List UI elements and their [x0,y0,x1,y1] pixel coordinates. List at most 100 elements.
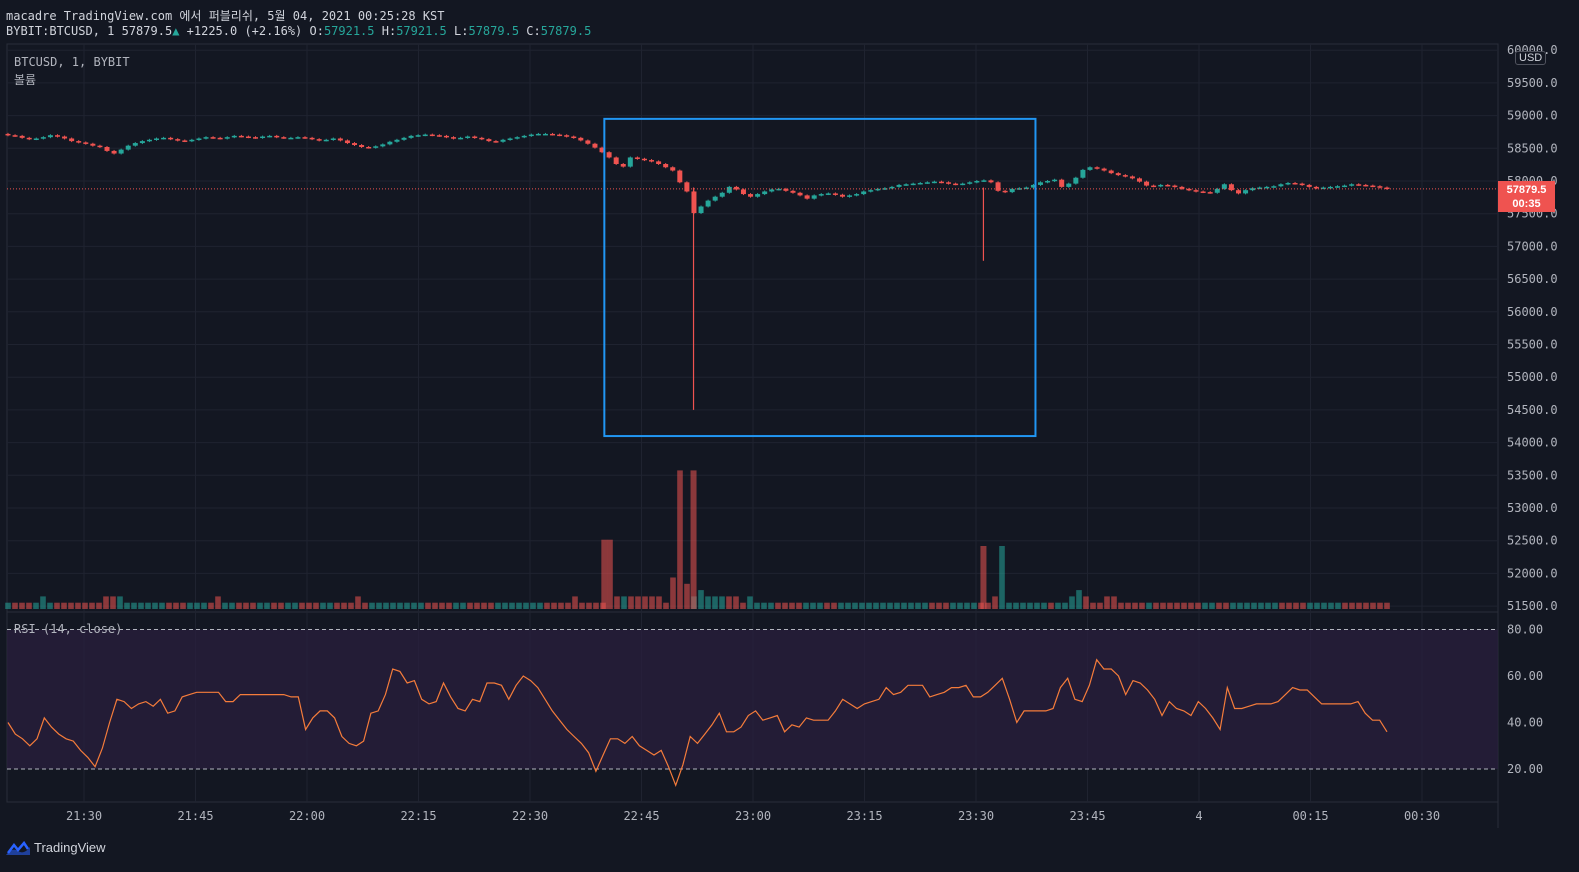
volume-bar [1328,602,1334,609]
open-label: O: [309,24,324,38]
candle-body [1377,186,1383,188]
volume-bar [1188,602,1194,609]
volume-bar [334,602,340,609]
candle-body [1037,182,1043,185]
candle-body [451,137,457,139]
candle-body [1349,184,1355,186]
volume-bar [1244,602,1250,609]
volume-bar [579,602,585,609]
volume-bar [803,602,809,609]
volume-bar [1097,602,1103,609]
volume-bar [747,596,753,609]
volume-bar [1111,596,1117,609]
volume-bar [656,596,662,609]
volume-bar [278,602,284,609]
volume-bar [1027,602,1033,609]
last-price-tag: 57879.5 00:35 [1498,181,1555,212]
volume-bar [607,539,613,609]
candle-body [917,182,923,185]
volume-bar [670,577,676,609]
volume-bar [1034,602,1040,609]
volume-bar [628,596,634,609]
candle-body [1327,186,1333,189]
low-label: L: [454,24,469,38]
candle-body [1045,181,1051,183]
volume-bar [1125,602,1131,609]
volume-bar [642,596,648,609]
volume-bar [1041,602,1047,609]
volume-bar [824,602,830,609]
candle-body [726,186,732,193]
candle-body [260,136,266,139]
candle-body [542,133,548,136]
candle-body [521,135,527,138]
candle-body [1094,167,1100,169]
volume-bar [1286,602,1292,609]
candle-body [1278,184,1284,187]
candle-body [1052,179,1058,182]
tradingview-logo[interactable]: TradingView [6,840,106,855]
candle-body [839,194,845,197]
volume-bar [1384,602,1390,609]
candle-body [274,135,280,138]
candle-body [606,152,612,158]
volume-bar [523,602,529,609]
candle-body [323,139,329,142]
rsi-line [7,658,1388,788]
candle-body [132,143,138,146]
volume-bar [313,602,319,609]
currency-button[interactable]: USD [1515,51,1547,65]
volume-bar [96,602,102,609]
price-tick-label: 55500.0 [1507,338,1558,352]
candle-body [1221,184,1227,189]
candle-body [97,145,103,148]
volume-bar [306,602,312,609]
volume-bar [509,602,515,609]
volume-bar [460,602,466,609]
candle-body [889,186,895,189]
chart-svg[interactable]: 51500.0 52000.0 52500.0 53000.0 53500.0 54000… [0,0,1579,832]
candle-body [641,158,647,161]
candle-body [1214,188,1220,193]
candle-body [359,145,365,147]
candle-body [535,133,541,136]
tradingview-brand: TradingView [34,840,106,855]
volume-bar [859,602,865,609]
volume-bar [866,602,872,609]
volume-bar [257,602,263,609]
candle-body [231,135,237,138]
volume-bar [901,602,907,609]
candle-body [634,157,640,159]
volume-bar [26,602,32,609]
candle-body [26,137,32,140]
volume-bar [467,602,473,609]
candle-body [1172,185,1178,188]
volume-bar [152,602,158,609]
candle-body [1059,179,1065,187]
candle-body [373,146,379,148]
volume-bar [761,602,767,609]
volume-bar [1076,590,1082,609]
time-tick-label: 00:15 [1292,809,1328,823]
candle-body [974,181,980,183]
volume-bar [712,596,718,609]
candle-body [1165,184,1171,187]
volume-bar [740,602,746,609]
volume-bar [222,602,228,609]
candle-body [436,135,442,137]
volume-bar [159,602,165,609]
volume-bar [327,602,333,609]
candle-body [1073,177,1079,184]
candle-body [104,146,110,151]
candle-body [500,139,506,142]
volume-bar [1104,596,1110,609]
footer [0,832,1579,872]
candle-body [415,135,421,137]
volume-bar [1307,602,1313,609]
candle-body [748,194,754,197]
candle-body [1080,169,1086,178]
volume-bar [1209,602,1215,609]
volume-bar [1314,602,1320,609]
candle-body [1264,186,1270,189]
symbol-label[interactable]: BYBIT:BTCUSD, 1 [6,24,115,38]
